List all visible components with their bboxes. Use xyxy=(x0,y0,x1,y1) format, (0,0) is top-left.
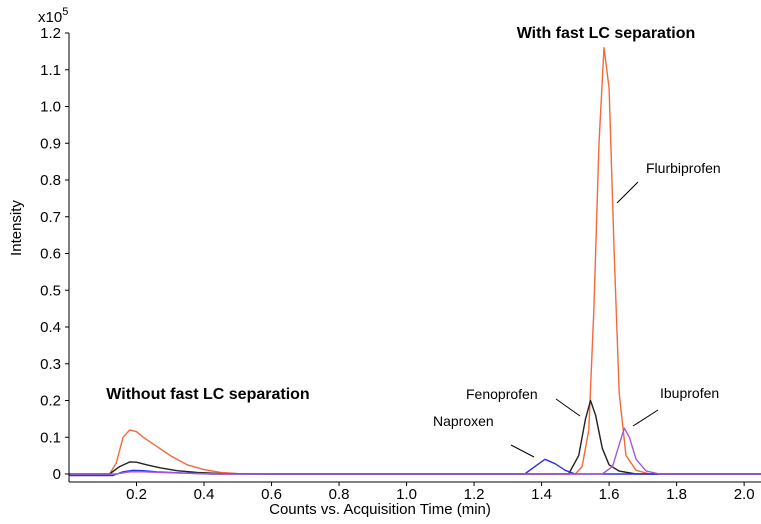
x-tick-label: 2.0 xyxy=(734,486,755,503)
x-tick-label: 1.0 xyxy=(396,486,417,503)
y-tick-label: 0.4 xyxy=(40,319,61,336)
x-tick-label: 1.2 xyxy=(464,486,485,503)
y-tick-label: 0.8 xyxy=(40,172,61,189)
annotation-with-fast-lc: With fast LC separation xyxy=(517,25,696,42)
y-tick-label: 1.0 xyxy=(40,99,61,116)
y-multiplier: x105 xyxy=(38,6,68,26)
y-tick-label: 1.1 xyxy=(40,62,61,79)
y-tick-label: 0.6 xyxy=(40,246,61,263)
x-tick-label: 0.6 xyxy=(261,486,282,503)
x-axis-ticks: 0.2 0.4 0.6 0.8 1.0 1.2 1.4 1.6 1.8 2.0 xyxy=(126,482,755,503)
x-tick-label: 1.6 xyxy=(599,486,620,503)
y-axis-ticks: 0 0.1 0.2 0.3 0.4 0.5 0.6 0.7 0.8 0.9 1.0 1.1 1.2 xyxy=(40,25,69,483)
x-tick-label: 1.8 xyxy=(666,486,687,503)
y-tick-label: 0.7 xyxy=(40,209,61,226)
series-line-fenoprofen xyxy=(69,399,761,475)
x-tick-label: 0.4 xyxy=(194,486,215,503)
y-tick-label: 0.9 xyxy=(40,135,61,152)
x-tick-label: 1.4 xyxy=(531,486,552,503)
label-ibuprofen: Ibuprofen xyxy=(660,385,719,401)
leader-naproxen xyxy=(510,444,535,458)
y-tick-label: 1.2 xyxy=(40,25,61,42)
y-tick-label: 0.2 xyxy=(40,393,61,410)
label-fenoprofen: Fenoprofen xyxy=(466,386,538,402)
series-line-ibuprofen xyxy=(69,427,761,475)
x-tick-label: 0.8 xyxy=(329,486,350,503)
x-axis-title: Counts vs. Acquisition Time (min) xyxy=(269,501,491,518)
leader-fenoprofen xyxy=(555,398,581,417)
y-tick-label: 0.5 xyxy=(40,282,61,299)
label-flurbiprofen: Flurbiprofen xyxy=(646,160,721,176)
y-tick-label: 0.1 xyxy=(40,429,61,446)
leader-ibuprofen xyxy=(632,409,659,427)
x-tick-label: 0.2 xyxy=(126,486,147,503)
series-layer xyxy=(69,47,761,477)
y-tick-label: 0.3 xyxy=(40,356,61,373)
y-tick-label: 0 xyxy=(53,466,61,483)
leader-flurbiprofen xyxy=(616,181,639,204)
label-naproxen: Naproxen xyxy=(433,413,494,429)
annotation-without-fast-lc: Without fast LC separation xyxy=(106,386,309,403)
y-axis-title: Intensity xyxy=(8,200,25,256)
